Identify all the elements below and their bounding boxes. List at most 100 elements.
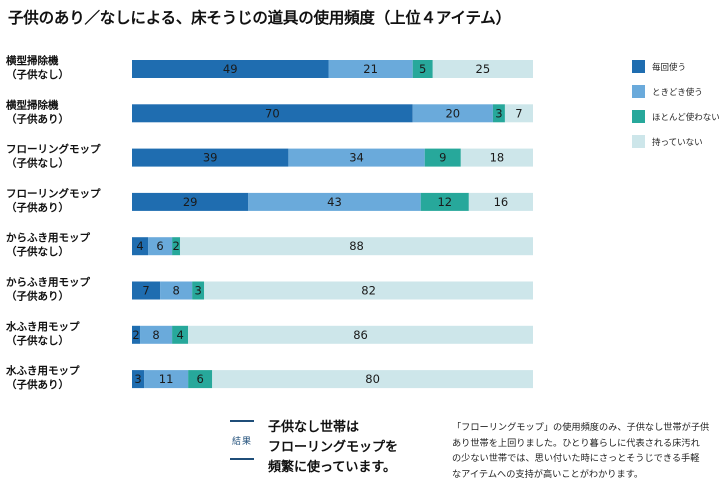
legend-label: 持っていない (652, 137, 703, 148)
legend-swatch (632, 85, 645, 98)
category-label: 横型掃除機 (6, 98, 59, 111)
bar-segment (172, 237, 181, 256)
bar-segment (188, 325, 533, 344)
bar-segment (132, 281, 161, 300)
data-label: 11 (159, 372, 174, 386)
data-label: 12 (437, 195, 452, 209)
bar-segment (140, 325, 173, 344)
bar-segment (160, 281, 193, 300)
data-label: 2 (132, 328, 139, 342)
bar-segment (424, 148, 461, 167)
category-label: （子供なし） (6, 245, 69, 258)
data-label: 70 (265, 106, 280, 120)
bar-segment (144, 370, 189, 389)
data-label: 7 (142, 284, 149, 298)
bar-segment (420, 192, 469, 211)
data-label: 3 (134, 372, 141, 386)
data-label: 49 (223, 62, 238, 76)
chart-title: 子供のあり／なしによる、床そうじの道具の使用頻度（上位４アイテム） (8, 9, 511, 27)
bar-segment (328, 60, 413, 78)
note-line: 「フローリングモップ」の使用頻度のみ、子供なし世帯が子供 (452, 422, 710, 433)
conclusion-badge: 結果 (230, 420, 254, 460)
legend-swatch (632, 110, 645, 123)
explanatory-note: 「フローリングモップ」の使用頻度のみ、子供なし世帯が子供 あり世帯を上回りました… (452, 420, 718, 482)
legend-swatch (632, 135, 645, 148)
data-label: 80 (365, 372, 380, 386)
bar-segment (132, 60, 329, 78)
data-label: 16 (494, 195, 509, 209)
bar-segment (432, 60, 533, 78)
category-label: （子供なし） (6, 157, 69, 170)
data-label: 8 (152, 328, 159, 342)
data-label: 7 (515, 106, 522, 120)
conclusion-line: 頻繁に使っています。 (268, 460, 397, 475)
bar-segment (132, 370, 145, 389)
data-label: 86 (353, 328, 368, 342)
data-label: 6 (197, 372, 204, 386)
category-label: （子供なし） (6, 334, 69, 347)
data-label: 18 (490, 151, 505, 165)
category-label: 水ふき用モップ (5, 320, 80, 333)
legend-swatch (632, 60, 645, 73)
bar-segment (192, 281, 205, 300)
data-label: 43 (327, 195, 342, 209)
bar-segment (132, 192, 249, 211)
data-label: 8 (172, 284, 179, 298)
data-label: 20 (445, 106, 460, 120)
bar-segment (132, 148, 289, 167)
bar-segment (132, 325, 141, 344)
data-label: 3 (495, 106, 502, 120)
bar-segment (188, 370, 213, 389)
bar-segment (288, 148, 425, 167)
bar-segment (248, 192, 421, 211)
category-label: （子供なし） (6, 68, 69, 81)
bar-segment (504, 104, 533, 123)
note-line: なアイテムへの支持が高いことがわかります。 (452, 468, 644, 480)
bar-segment (132, 237, 149, 256)
bar-segment (172, 325, 189, 344)
legend-label: ほとんど使わない (652, 112, 720, 123)
bar-segment (212, 370, 533, 389)
data-label: 88 (349, 239, 364, 253)
category-label: （子供あり） (6, 201, 69, 214)
data-label: 3 (195, 284, 202, 298)
category-label: からふき用モップ (6, 231, 90, 244)
data-label: 5 (419, 62, 426, 76)
conclusion-line: フローリングモップを (268, 440, 399, 455)
category-label: からふき用モップ (6, 276, 90, 289)
data-label: 21 (363, 62, 378, 76)
category-label: （子供あり） (6, 378, 69, 391)
legend-label: ときどき使う (652, 87, 703, 98)
bar-segment (180, 237, 533, 256)
category-label: 水ふき用モップ (5, 364, 80, 377)
bar-segment (468, 192, 533, 211)
data-label: 25 (476, 62, 491, 76)
category-label: 横型掃除機 (6, 54, 59, 67)
data-label: 34 (349, 151, 364, 165)
stacked-bar-chart: 横型掃除機（子供なし）横型掃除機（子供あり）フローリングモップ（子供なし）フロー… (5, 54, 720, 391)
bar-segment (460, 148, 533, 167)
data-label: 2 (172, 239, 179, 253)
data-label: 6 (156, 239, 163, 253)
data-label: 9 (439, 151, 446, 165)
bar-segment (132, 104, 413, 123)
bar-segment (204, 281, 533, 300)
category-labels: 横型掃除機（子供なし）横型掃除機（子供あり）フローリングモップ（子供なし）フロー… (5, 54, 101, 391)
conclusion-line: 子供なし世帯は (268, 420, 360, 435)
bar-segment (412, 60, 433, 78)
bar-segment (412, 104, 493, 123)
data-label: 39 (203, 151, 218, 165)
data-label: 82 (361, 284, 376, 298)
category-label: フローリングモップ (6, 143, 101, 156)
bar-segment (492, 104, 505, 123)
category-label: （子供あり） (6, 112, 69, 125)
data-label: 29 (183, 195, 198, 209)
category-label: （子供あり） (6, 290, 69, 303)
category-label: フローリングモップ (6, 187, 101, 200)
conclusion-text: 子供なし世帯は フローリングモップを 頻繁に使っています。 (268, 418, 428, 478)
data-label: 4 (176, 328, 183, 342)
note-line: の少ない世帯では、思い付いた時にさっとそうじできる手軽 (452, 453, 700, 464)
data-label: 4 (136, 239, 143, 253)
